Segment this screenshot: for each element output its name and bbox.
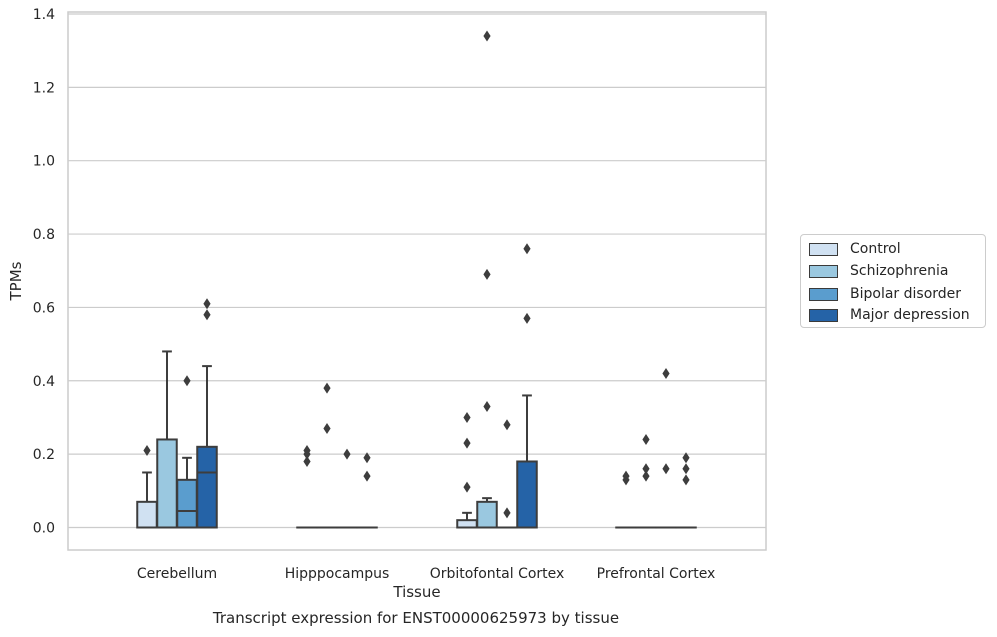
outlier-point <box>343 448 351 460</box>
box-body <box>476 500 498 529</box>
y-tick-label: 0.4 <box>33 374 55 390</box>
outlier-point <box>523 312 531 324</box>
outlier-point <box>642 433 650 445</box>
outlier-points <box>143 30 690 519</box>
outlier-point <box>662 367 670 379</box>
outlier-point <box>183 375 191 387</box>
legend-item-schizophrenia: Schizophrenia <box>809 262 948 280</box>
x-tick-label-prefrontal-cortex: Prefrontal Cortex <box>597 566 716 582</box>
outlier-point <box>622 470 630 482</box>
legend-swatch-control <box>809 242 838 256</box>
y-tick-label: 0.2 <box>33 447 55 463</box>
legend-item-major-depression: Major depression <box>809 306 970 324</box>
x-tick-labels: Cerebellum Hipppocampus Orbitofontal Corte… <box>137 566 715 582</box>
x-tick-label-orbitofontal-cortex: Orbitofontal Cortex <box>430 566 565 582</box>
legend-item-control: Control <box>809 240 901 258</box>
outlier-point <box>642 463 650 475</box>
legend-swatch-schizophrenia <box>809 264 838 278</box>
outlier-point <box>363 452 371 464</box>
y-axis-label: TPMs <box>7 261 25 301</box>
outlier-point <box>303 455 311 467</box>
y-tick-label: 0.6 <box>33 300 55 316</box>
y-tick-label: 0.0 <box>33 521 55 537</box>
legend-swatch-bipolar-disorder <box>809 287 838 301</box>
outlier-point <box>323 382 331 394</box>
legend-label-bipolar-disorder: Bipolar disorder <box>850 286 962 302</box>
outlier-point <box>363 470 371 482</box>
legend-label-schizophrenia: Schizophrenia <box>850 263 949 279</box>
legend-item-bipolar-disorder: Bipolar disorder <box>809 285 961 303</box>
outlier-point <box>503 507 511 519</box>
x-tick-label-hipppocampus: Hipppocampus <box>285 566 390 582</box>
outlier-point <box>682 463 690 475</box>
box-body <box>516 460 538 529</box>
legend: Control Schizophrenia Bipolar disorder M… <box>800 234 986 328</box>
outlier-point <box>483 400 491 412</box>
y-tick-label: 1.4 <box>33 7 55 23</box>
outlier-point <box>682 452 690 464</box>
box-body <box>196 445 218 529</box>
plot-area-frame <box>67 11 767 551</box>
x-tick-label-cerebellum: Cerebellum <box>137 566 217 582</box>
chart-caption: Transcript expression for ENST0000062597… <box>212 609 620 627</box>
x-axis-label: Tissue <box>392 583 440 601</box>
legend-label-major-depression: Major depression <box>850 307 970 323</box>
outlier-point <box>143 444 151 456</box>
outlier-point <box>463 481 471 493</box>
outlier-point <box>323 422 331 434</box>
outlier-point <box>503 419 511 431</box>
y-tick-label: 1.0 <box>33 154 55 170</box>
box-control-cerebellum <box>136 471 158 529</box>
box-major-depression-cerebellum <box>196 365 218 529</box>
outlier-point <box>642 470 650 482</box>
box-body <box>456 519 478 529</box>
box-body <box>136 500 158 529</box>
outlier-point <box>463 437 471 449</box>
legend-swatch-major-depression <box>809 308 838 322</box>
y-tick-label: 0.8 <box>33 227 55 243</box>
box-body <box>156 438 178 529</box>
box-schizophrenia-orbitofontal-cortex <box>476 497 498 529</box>
box-schizophrenia-cerebellum <box>156 350 178 529</box>
y-tick-labels: 0.0 0.2 0.4 0.6 0.8 1.0 1.2 1.4 <box>33 7 55 537</box>
outlier-point <box>682 474 690 486</box>
outlier-point <box>303 444 311 456</box>
outlier-point <box>483 30 491 42</box>
legend-label-control: Control <box>850 241 901 257</box>
outlier-point <box>203 298 211 310</box>
box-elements <box>136 350 697 529</box>
box-body <box>176 478 198 529</box>
box-control-orbitofontal-cortex <box>456 511 478 529</box>
box-major-depression-orbitofontal-cortex <box>516 394 538 529</box>
outlier-point <box>523 243 531 255</box>
box-bipolar-disorder-cerebellum <box>176 456 198 529</box>
outlier-point <box>203 309 211 321</box>
outlier-point <box>483 268 491 280</box>
outlier-point <box>463 411 471 423</box>
y-tick-label: 1.2 <box>33 80 55 96</box>
outlier-point <box>662 463 670 475</box>
